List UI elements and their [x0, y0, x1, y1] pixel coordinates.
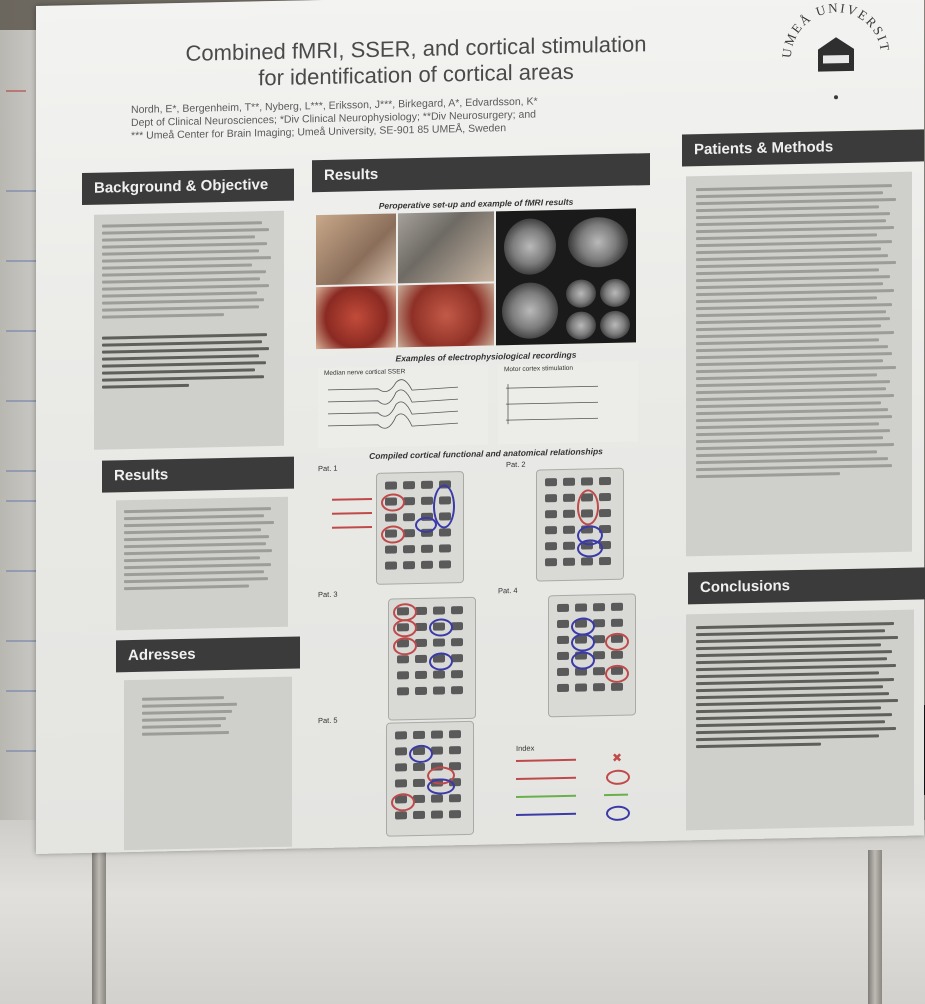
pat1-grid [376, 471, 464, 585]
pat5-grid [386, 720, 474, 837]
pat5-label: Pat. 5 [318, 715, 338, 726]
pat1-annotation-red [332, 497, 372, 540]
stand-pole-left [92, 850, 106, 1004]
motor-stim-recording: Motor cortex stimulation [498, 361, 638, 445]
conclusions-body [686, 609, 914, 831]
addresses-header: Adresses [116, 636, 300, 673]
results-left-header: Results [102, 456, 294, 493]
background-objective-header: Background & Objective [82, 168, 294, 206]
conclusions-header: Conclusions [688, 567, 925, 605]
patients-methods-header: Patients & Methods [682, 129, 924, 167]
patients-methods-body [686, 171, 912, 557]
caption-compiled: Compiled cortical functional and anatomi… [369, 446, 603, 462]
surgery-photo-2 [398, 211, 494, 284]
legend-index: Index ✖ [516, 741, 636, 834]
background-objective-body [94, 210, 284, 450]
results-left-body [116, 496, 288, 631]
results-center-header: Results [312, 153, 650, 193]
pat2-grid [536, 467, 624, 582]
surgery-photo-1 [316, 213, 396, 286]
fmri-images [496, 208, 636, 346]
pat1-label: Pat. 1 [318, 463, 338, 474]
surgery-photo-3 [316, 285, 396, 350]
pat2-label: Pat. 2 [506, 459, 526, 470]
pat3-grid [388, 596, 476, 721]
surgery-photo-4 [398, 283, 494, 348]
motor-waveforms [506, 384, 598, 425]
poster-title: Combined fMRI, SSER, and cortical stimul… [136, 30, 696, 94]
pat4-grid [548, 593, 636, 718]
index-title: Index [516, 743, 535, 753]
university-logo: UMEÅ UNIVERSITET [776, 0, 893, 100]
stand-pole-right [868, 850, 882, 1004]
sser-waveforms [328, 379, 459, 429]
sser-recording: Median nerve cortical SSER [318, 364, 488, 449]
scientific-poster: Combined fMRI, SSER, and cortical stimul… [36, 0, 925, 855]
pat3-label: Pat. 3 [318, 589, 338, 600]
poster-authors: Nordh, E*, Bergenheim, T**, Nyberg, L***… [131, 92, 691, 143]
addresses-body [124, 676, 292, 851]
pat4-label: Pat. 4 [498, 585, 518, 596]
x-marker-icon: ✖ [612, 750, 623, 765]
